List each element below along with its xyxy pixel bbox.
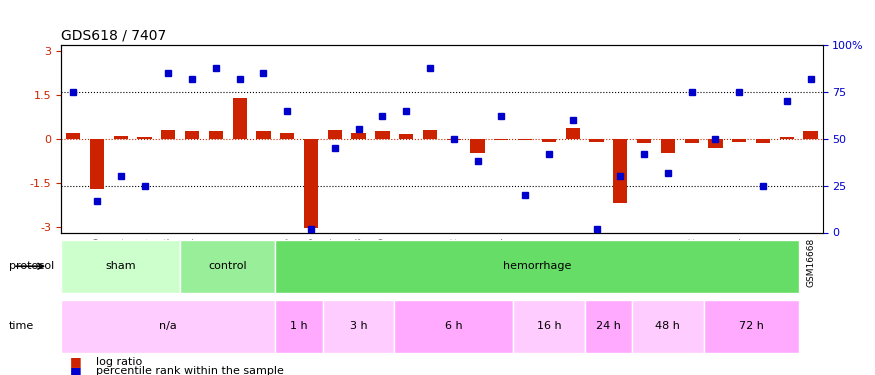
Text: 48 h: 48 h	[655, 321, 680, 331]
Bar	[780, 137, 794, 139]
Text: ■: ■	[70, 356, 81, 368]
Text: 6 h: 6 h	[445, 321, 463, 331]
FancyBboxPatch shape	[61, 240, 180, 292]
FancyBboxPatch shape	[276, 300, 323, 352]
Bar	[446, 139, 461, 140]
Bar	[90, 139, 104, 189]
Bar	[114, 136, 128, 139]
Text: sham: sham	[105, 261, 136, 271]
FancyBboxPatch shape	[514, 300, 584, 352]
Bar	[684, 139, 699, 143]
Text: protocol: protocol	[9, 261, 54, 271]
Bar	[565, 129, 580, 139]
Bar	[161, 130, 176, 139]
Text: hemorrhage: hemorrhage	[503, 261, 571, 271]
Text: 72 h: 72 h	[738, 321, 764, 331]
FancyBboxPatch shape	[584, 300, 632, 352]
Text: n/a: n/a	[159, 321, 177, 331]
Bar	[423, 130, 438, 139]
Bar	[803, 131, 818, 139]
Text: 3 h: 3 h	[350, 321, 367, 331]
Bar	[66, 133, 80, 139]
Text: 1 h: 1 h	[290, 321, 308, 331]
Text: GDS618 / 7407: GDS618 / 7407	[61, 28, 166, 42]
Bar	[518, 139, 532, 140]
Bar	[471, 139, 485, 153]
Text: ■: ■	[70, 365, 81, 375]
FancyBboxPatch shape	[632, 300, 704, 352]
Bar	[375, 131, 389, 139]
Bar	[637, 139, 651, 143]
Bar	[613, 139, 627, 203]
Text: log ratio: log ratio	[96, 357, 143, 367]
FancyBboxPatch shape	[395, 300, 514, 352]
FancyBboxPatch shape	[276, 240, 799, 292]
Text: 24 h: 24 h	[596, 321, 621, 331]
Bar	[542, 139, 556, 142]
Bar	[590, 139, 604, 142]
Bar	[256, 131, 270, 139]
Bar	[399, 134, 413, 139]
Bar	[233, 98, 247, 139]
Bar	[304, 139, 318, 228]
FancyBboxPatch shape	[323, 300, 395, 352]
Bar	[185, 131, 200, 139]
Bar	[209, 130, 223, 139]
FancyBboxPatch shape	[704, 300, 799, 352]
Bar	[661, 139, 675, 153]
Text: 16 h: 16 h	[536, 321, 561, 331]
Bar	[756, 139, 770, 143]
Bar	[328, 130, 342, 139]
Bar	[137, 137, 151, 139]
Bar	[494, 139, 508, 140]
Bar	[709, 139, 723, 147]
Text: percentile rank within the sample: percentile rank within the sample	[96, 366, 284, 375]
FancyBboxPatch shape	[61, 300, 276, 352]
Bar	[280, 133, 294, 139]
Bar	[732, 139, 746, 142]
Bar	[352, 133, 366, 139]
FancyBboxPatch shape	[180, 240, 276, 292]
Text: time: time	[9, 321, 34, 331]
Text: control: control	[208, 261, 247, 271]
